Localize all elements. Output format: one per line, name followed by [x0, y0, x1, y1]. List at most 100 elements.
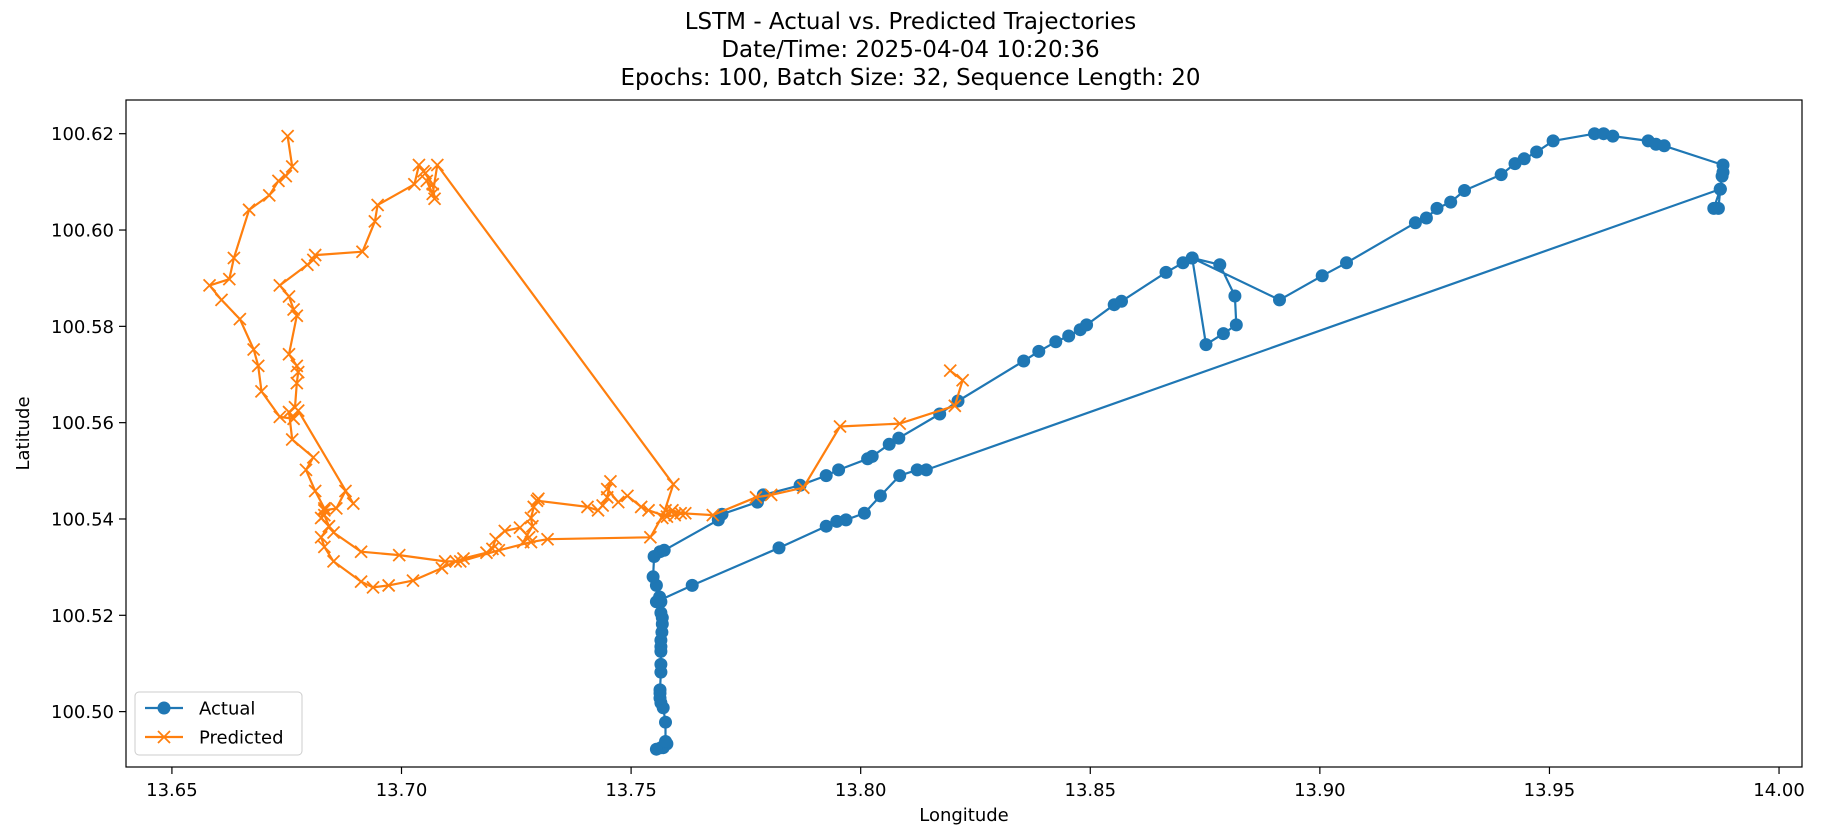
y-tick-label: 100.50: [51, 702, 114, 723]
point-predicted: [435, 561, 449, 575]
point-predicted: [354, 574, 368, 589]
point-actual: [865, 449, 879, 463]
point-actual: [654, 606, 668, 620]
legend: Actual Predicted: [134, 691, 303, 756]
point-predicted: [247, 342, 261, 357]
point-actual: [1185, 251, 1199, 265]
series-line-actual: [651, 132, 1725, 751]
point-actual: [649, 595, 663, 609]
point-actual: [1707, 201, 1721, 215]
point-predicted: [286, 412, 301, 426]
series-group: [202, 127, 1730, 756]
point-predicted: [290, 309, 304, 323]
point-actual: [882, 437, 896, 451]
point-predicted: [314, 530, 328, 544]
point-predicted: [948, 399, 962, 413]
point-predicted: [427, 192, 442, 206]
point-predicted: [641, 503, 656, 517]
point-predicted: [346, 496, 360, 511]
chart-title-line-3: Epochs: 100, Batch Size: 32, Sequence Le…: [620, 65, 1201, 91]
point-predicted: [655, 511, 669, 525]
point-predicted: [407, 177, 422, 191]
point-predicted: [355, 245, 370, 259]
y-tick-label: 100.58: [51, 317, 114, 338]
point-actual: [772, 541, 786, 555]
y-tick-label: 100.62: [51, 124, 114, 145]
point-predicted: [282, 289, 296, 304]
point-predicted: [492, 543, 506, 557]
point-actual: [1340, 256, 1353, 270]
point-predicted: [530, 494, 544, 508]
point-predicted: [317, 540, 332, 554]
point-predicted: [595, 498, 610, 513]
point-predicted: [893, 416, 907, 431]
point-actual: [873, 489, 887, 503]
point-actual: [685, 578, 699, 592]
x-tick-label: 13.95: [1524, 780, 1576, 801]
point-actual: [1273, 293, 1286, 307]
point-actual: [659, 715, 672, 729]
point-predicted: [308, 484, 322, 498]
point-predicted: [326, 525, 341, 540]
point-actual: [893, 469, 907, 483]
point-predicted: [438, 554, 452, 568]
point-actual: [1159, 265, 1173, 279]
point-predicted: [214, 293, 229, 307]
x-tick-label: 13.70: [376, 780, 428, 801]
axis-ticks: 13.65 13.70 13.75 13.80 13.85 13.90 13.95 14.00…: [51, 124, 1805, 801]
point-actual: [657, 543, 671, 557]
point-actual: [1657, 139, 1671, 153]
point-predicted: [449, 554, 463, 568]
point-actual: [1444, 195, 1458, 209]
point-predicted: [285, 432, 299, 447]
point-predicted: [453, 554, 467, 568]
point-predicted: [580, 500, 595, 514]
point-actual: [919, 463, 933, 477]
point-predicted: [479, 546, 494, 560]
x-tick-label: 13.75: [605, 780, 657, 801]
legend-actual-marker: [157, 701, 171, 715]
y-tick-label: 100.54: [51, 509, 114, 530]
point-predicted: [603, 474, 618, 489]
point-predicted: [329, 501, 343, 516]
point-actual: [1606, 129, 1620, 143]
point-predicted: [430, 158, 444, 172]
point-predicted: [749, 490, 763, 504]
point-actual: [1229, 318, 1243, 332]
point-predicted: [498, 524, 512, 538]
point-predicted: [233, 312, 247, 326]
point-actual: [1458, 184, 1471, 197]
y-tick-label: 100.60: [51, 221, 114, 242]
point-predicted: [955, 373, 970, 387]
point-predicted: [527, 500, 541, 514]
legend-predicted-label: Predicted: [199, 728, 284, 749]
point-predicted: [833, 419, 847, 434]
point-predicted: [300, 258, 315, 272]
y-tick-label: 100.52: [51, 606, 114, 627]
point-actual: [1546, 134, 1560, 148]
point-predicted: [418, 166, 433, 180]
chart-title-line-2: Date/Time: 2025-04-04 10:20:36: [721, 37, 1100, 63]
point-predicted: [392, 548, 406, 562]
y-tick-label: 100.56: [51, 413, 114, 434]
point-predicted: [254, 384, 269, 398]
point-predicted: [291, 403, 305, 418]
point-predicted: [426, 177, 440, 191]
point-predicted: [222, 272, 236, 286]
x-tick-label: 13.80: [835, 780, 887, 801]
point-predicted: [366, 580, 380, 595]
point-predicted: [262, 188, 276, 202]
point-predicted: [308, 248, 322, 262]
point-predicted: [426, 187, 440, 201]
point-actual: [1199, 338, 1213, 352]
point-predicted: [280, 129, 295, 143]
point-predicted: [227, 251, 241, 265]
point-actual: [1588, 127, 1601, 141]
point-actual: [910, 463, 924, 477]
point-actual: [832, 463, 846, 477]
point-predicted: [643, 530, 658, 544]
point-predicted: [299, 463, 313, 477]
point-predicted: [338, 484, 353, 498]
legend-predicted-marker: [157, 730, 171, 744]
